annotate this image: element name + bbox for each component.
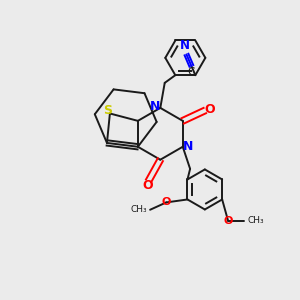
Text: O: O bbox=[162, 197, 171, 207]
Text: CH₃: CH₃ bbox=[247, 216, 264, 225]
Text: C: C bbox=[188, 68, 195, 77]
Text: N: N bbox=[150, 100, 160, 113]
Text: S: S bbox=[103, 104, 112, 117]
Text: CH₃: CH₃ bbox=[130, 205, 147, 214]
Text: O: O bbox=[224, 216, 233, 226]
Text: N: N bbox=[180, 39, 190, 52]
Text: O: O bbox=[204, 103, 214, 116]
Text: N: N bbox=[183, 140, 193, 153]
Text: O: O bbox=[142, 179, 153, 192]
